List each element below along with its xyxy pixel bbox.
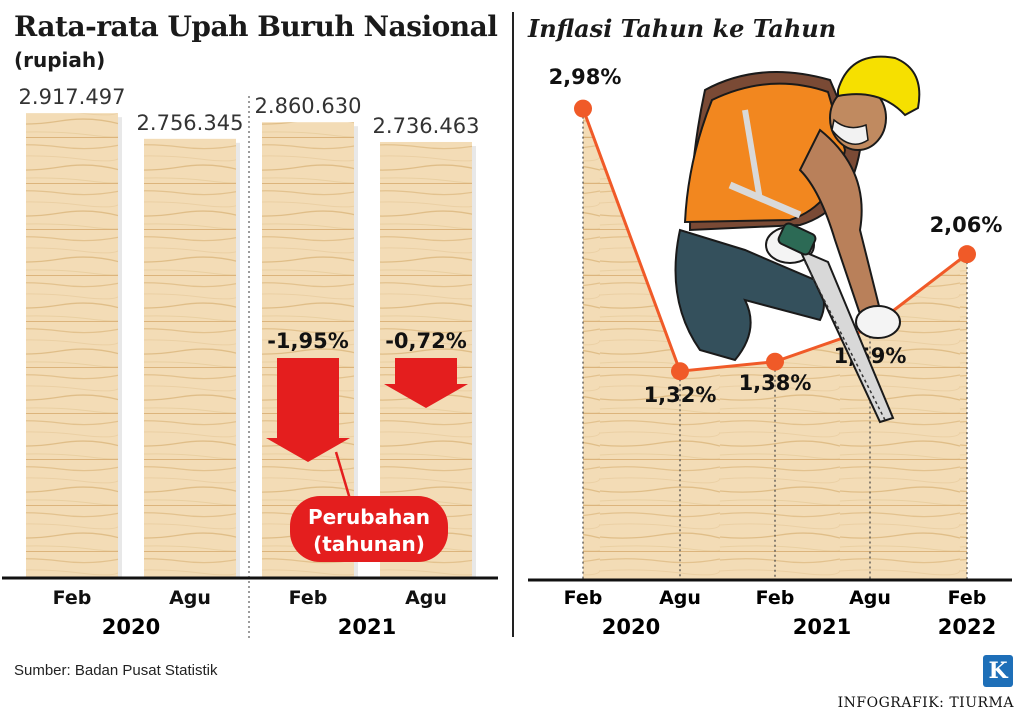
bar-value-label: 2.756.345 [137,111,244,135]
infographic-credit: INFOGRAFIK: TIURMA [837,695,1014,711]
point-value-label: 1,38% [739,371,812,395]
bar-value-label: 2.736.463 [373,114,480,138]
x-tick-label: Feb [564,587,603,609]
point-value-label: 2,06% [930,213,1003,237]
source-note: Sumber: Badan Pusat Statistik [14,662,218,679]
data-point [766,352,784,371]
group-label: 2021 [793,615,851,639]
bar [144,138,236,578]
x-tick-label: Feb [756,587,795,609]
x-tick-label: Feb [289,587,328,609]
saw-handle [777,222,817,256]
data-point [671,362,689,381]
change-badge [290,496,448,562]
x-tick-label: Agu [169,587,211,609]
worker-glove [855,305,901,339]
panel-divider [512,12,514,637]
change-arrow [384,358,468,408]
left-chart-title: Rata-rata Upah Buruh Nasional [14,10,498,43]
left-chart-unit: (rupiah) [14,48,106,72]
hard-hat-icon [837,55,921,117]
x-tick-label: Agu [405,587,447,609]
group-label: 2020 [102,615,160,639]
kompas-logo-icon: K [983,655,1013,687]
bar-value-label: 2.860.630 [255,94,362,118]
change-label: -1,95% [267,329,349,353]
right-chart-title: Inflasi Tahun ke Tahun [528,14,837,43]
worker-mask [831,118,869,145]
change-label: -0,72% [385,329,467,353]
data-point [958,245,976,264]
worker-with-saw-illustration [674,55,921,424]
vest-reflective-stripe [728,181,802,219]
area-fill [583,108,967,581]
bar [26,113,118,578]
change-badge-label: Perubahan [308,505,430,529]
change-badge-label: (tahunan) [313,532,425,556]
data-point [574,99,592,118]
point-value-label: 1,32% [644,383,717,407]
vest-reflective-stripe [742,109,763,201]
group-label: 2022 [938,615,996,639]
group-label: 2020 [602,615,660,639]
x-tick-label: Feb [948,587,987,609]
x-tick-label: Agu [659,587,701,609]
x-tick-label: Agu [849,587,891,609]
bar-value-label: 2.917.497 [19,85,126,109]
change-arrow [266,358,350,462]
x-tick-label: Feb [53,587,92,609]
saw-icon [797,248,895,424]
group-label: 2021 [338,615,396,639]
left-bar-chart: 2.917.497 Feb 2.756.345 Agu 2.860.630 Feb 2.73… [2,85,498,640]
point-value-label: 2,98% [549,65,622,89]
